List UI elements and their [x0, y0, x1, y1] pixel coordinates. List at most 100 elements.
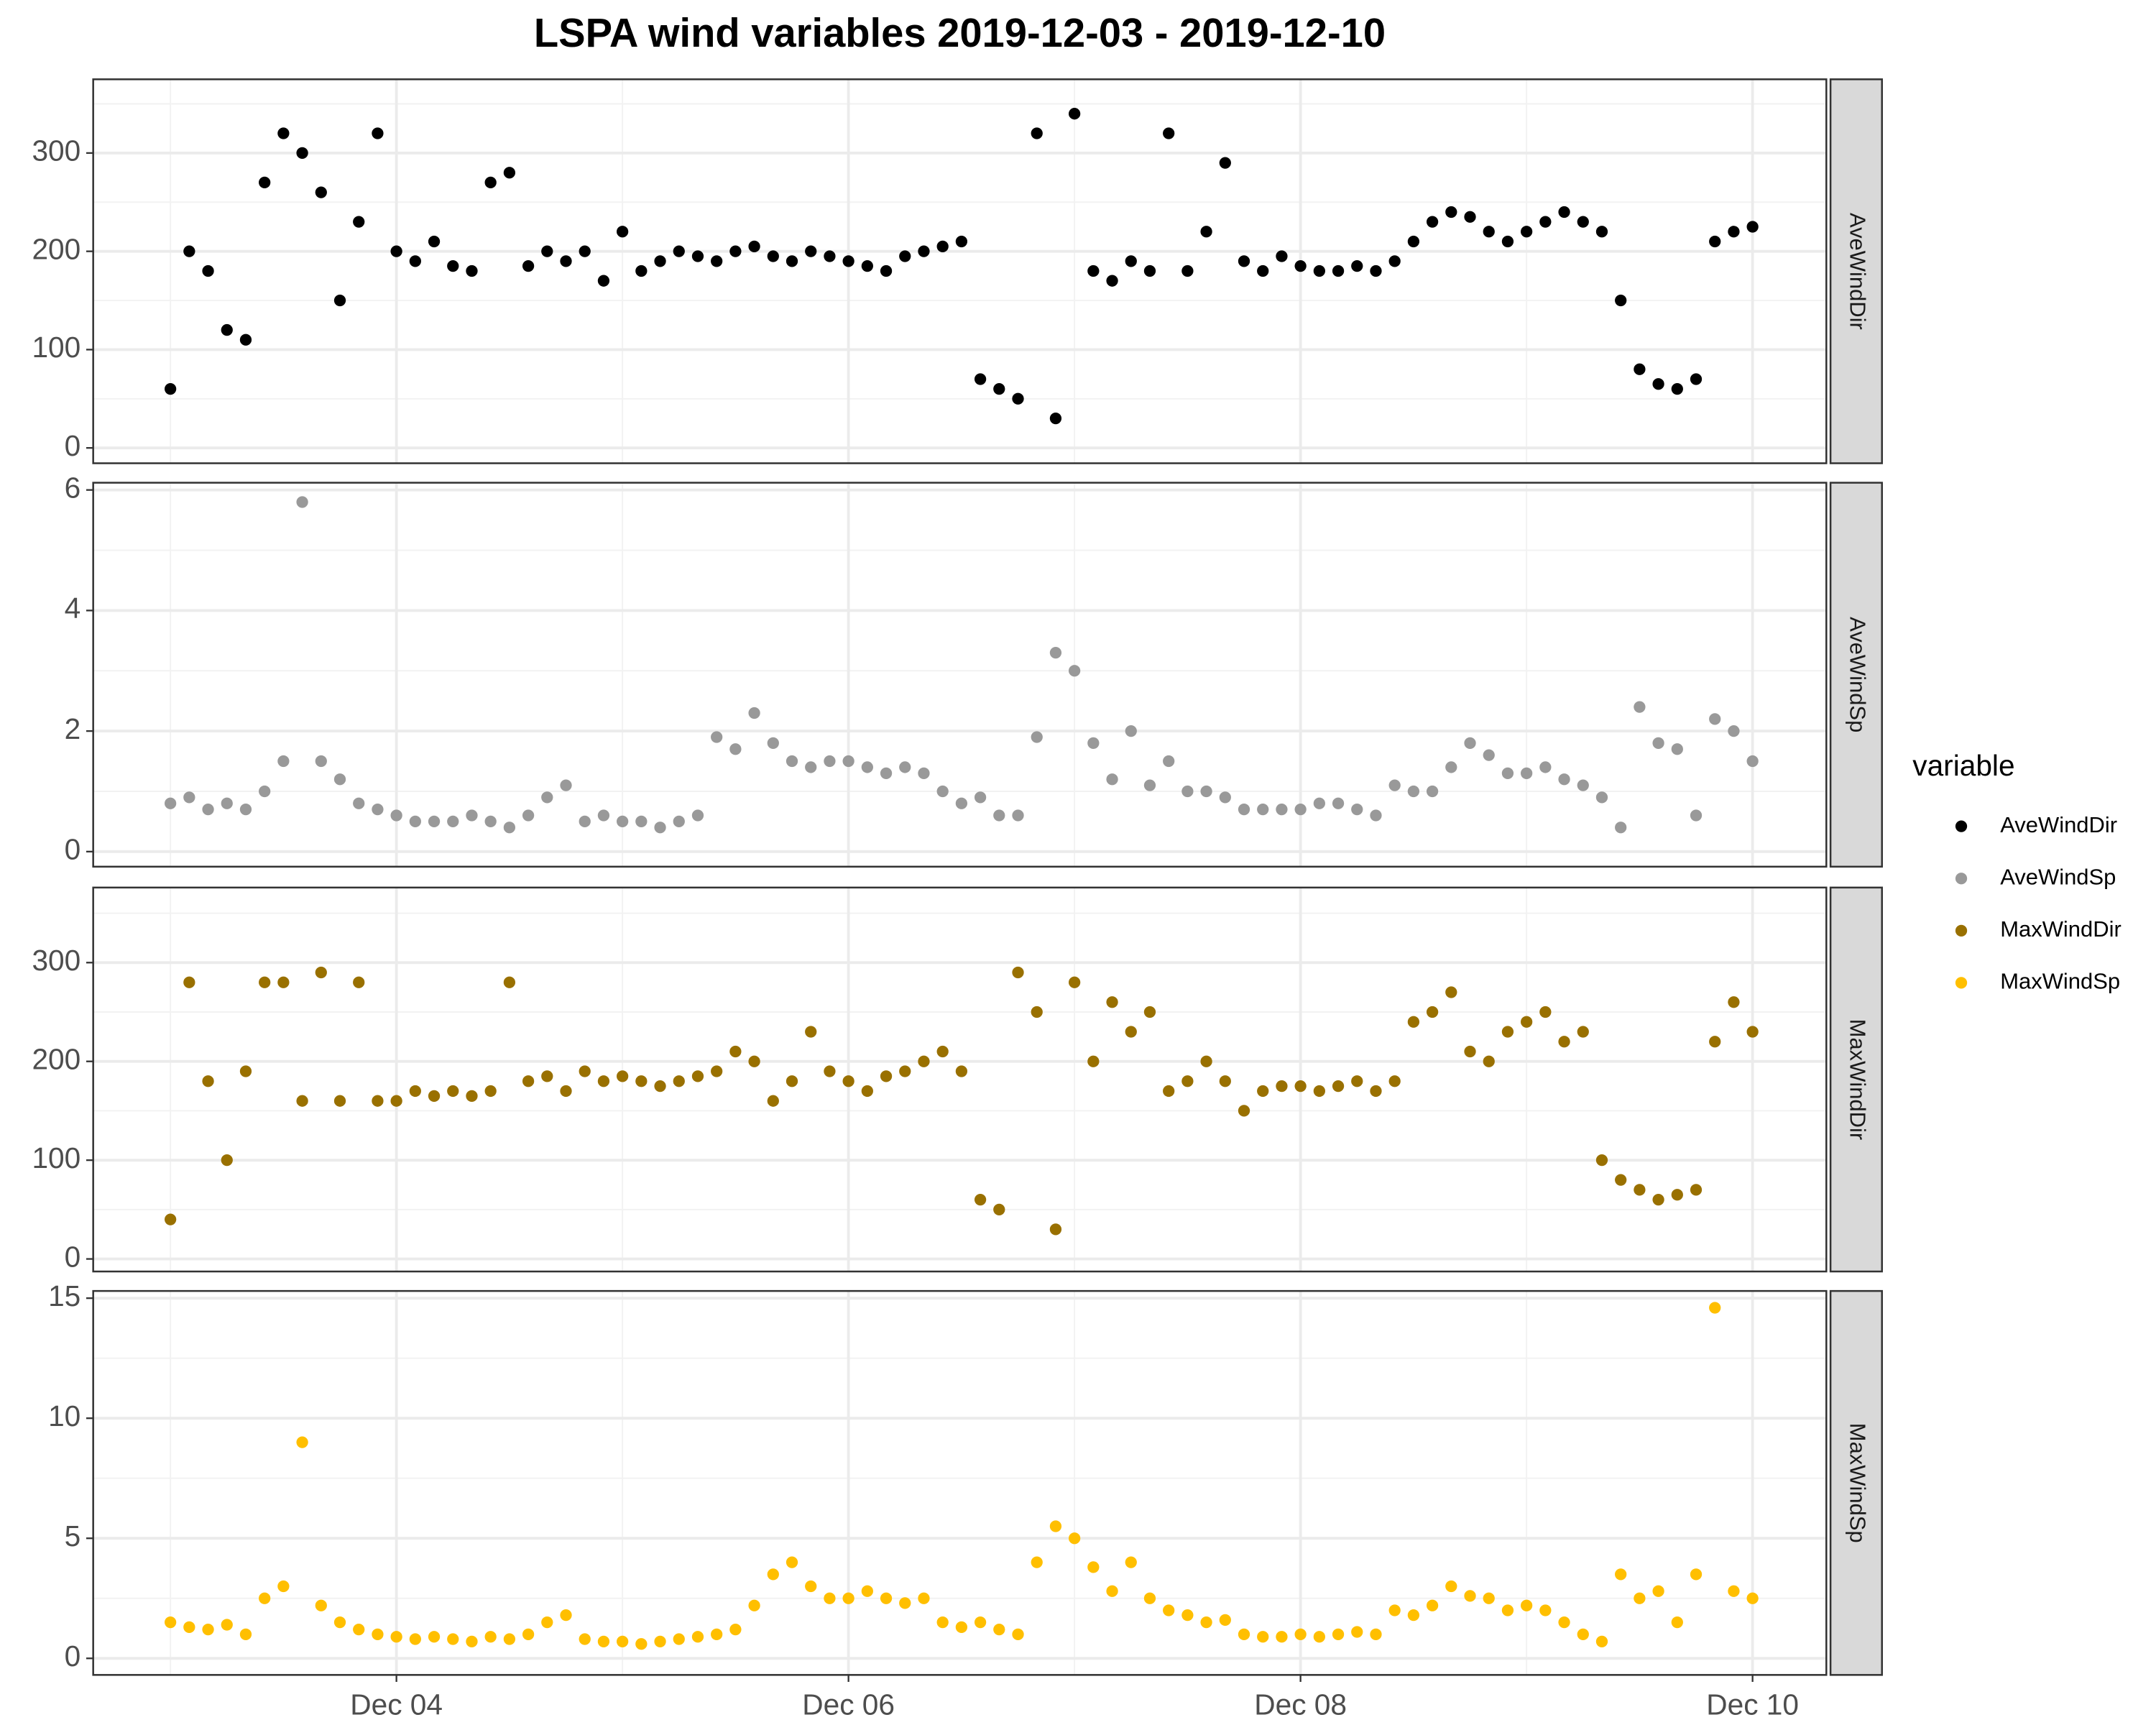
- data-point: [1558, 1616, 1570, 1629]
- data-point: [202, 1075, 214, 1087]
- data-point: [372, 1628, 384, 1640]
- data-point: [654, 822, 666, 834]
- data-point: [1332, 1628, 1345, 1640]
- data-point: [955, 797, 968, 809]
- data-point: [1370, 264, 1382, 277]
- data-point: [315, 755, 327, 768]
- data-point: [880, 1592, 893, 1604]
- data-point: [1595, 1154, 1608, 1167]
- data-point: [861, 260, 873, 272]
- data-point: [1652, 378, 1664, 390]
- data-point: [183, 791, 195, 804]
- data-point: [993, 1624, 1005, 1636]
- data-point: [409, 1085, 421, 1098]
- data-point: [805, 1580, 817, 1593]
- data-point: [315, 186, 327, 198]
- data-point: [390, 1095, 402, 1107]
- data-point: [484, 815, 497, 828]
- y-tick-label: 5: [65, 1519, 81, 1552]
- data-point: [541, 791, 553, 804]
- data-point: [1539, 1006, 1552, 1018]
- data-point: [1426, 785, 1439, 798]
- data-point: [466, 1635, 478, 1648]
- data-point: [239, 804, 252, 816]
- data-point: [353, 976, 365, 988]
- data-point: [1125, 1556, 1137, 1568]
- data-point: [1257, 264, 1269, 277]
- legend-label: MaxWindSp: [2000, 969, 2120, 994]
- data-point: [597, 809, 610, 822]
- data-point: [748, 707, 760, 719]
- data-point: [1238, 1628, 1250, 1640]
- data-point: [202, 804, 214, 816]
- data-point: [522, 1628, 535, 1640]
- data-point: [673, 1633, 685, 1645]
- strip-label: MaxWindSp: [1846, 1423, 1871, 1543]
- data-point: [691, 1070, 704, 1082]
- data-point: [1595, 1635, 1608, 1648]
- data-point: [372, 1095, 384, 1107]
- data-point: [484, 1085, 497, 1098]
- data-point: [1709, 713, 1721, 725]
- data-point: [560, 779, 572, 791]
- data-point: [673, 1075, 685, 1087]
- data-point: [390, 809, 402, 822]
- data-point: [1238, 804, 1250, 816]
- data-point: [1709, 235, 1721, 248]
- data-point: [918, 767, 930, 779]
- data-point: [1087, 737, 1100, 750]
- data-point: [617, 815, 629, 828]
- data-point: [899, 761, 911, 773]
- data-point: [390, 1631, 402, 1643]
- data-point: [1746, 1592, 1759, 1604]
- data-point: [1351, 1626, 1363, 1638]
- data-point: [165, 1616, 177, 1629]
- data-point: [1106, 1585, 1118, 1597]
- data-point: [597, 1075, 610, 1087]
- data-point: [1370, 1628, 1382, 1640]
- data-point: [1313, 1085, 1325, 1098]
- data-point: [259, 176, 271, 189]
- data-point: [691, 250, 704, 262]
- y-tick-label: 0: [65, 429, 81, 462]
- data-point: [1069, 108, 1081, 120]
- data-point: [1388, 1075, 1401, 1087]
- data-point: [353, 1624, 365, 1636]
- data-point: [221, 1154, 233, 1167]
- data-point: [1087, 1561, 1100, 1573]
- y-tick-label: 6: [65, 471, 81, 504]
- data-point: [1294, 260, 1307, 272]
- data-point: [183, 1621, 195, 1633]
- data-point: [333, 294, 346, 307]
- data-point: [1615, 294, 1627, 307]
- data-point: [974, 373, 987, 385]
- data-point: [1219, 791, 1231, 804]
- data-point: [484, 1631, 497, 1643]
- data-point: [353, 797, 365, 809]
- data-point: [221, 797, 233, 809]
- data-point: [1426, 1599, 1439, 1611]
- data-point: [239, 1628, 252, 1640]
- data-point: [786, 1556, 798, 1568]
- data-point: [1652, 737, 1664, 750]
- data-point: [1012, 809, 1024, 822]
- y-tick-label: 4: [65, 592, 81, 625]
- data-point: [428, 1631, 441, 1643]
- data-point: [1690, 1184, 1703, 1196]
- data-point: [1615, 1568, 1627, 1581]
- data-point: [936, 1045, 949, 1058]
- data-point: [1728, 724, 1740, 737]
- data-point: [1388, 779, 1401, 791]
- data-point: [1163, 127, 1175, 139]
- data-point: [974, 791, 987, 804]
- data-point: [1558, 773, 1570, 786]
- data-point: [560, 1609, 572, 1622]
- data-point: [1746, 1026, 1759, 1038]
- data-point: [767, 250, 779, 262]
- data-point: [993, 382, 1005, 395]
- data-point: [1049, 1520, 1062, 1532]
- y-tick-label: 10: [48, 1399, 80, 1432]
- data-point: [1238, 1105, 1250, 1117]
- data-point: [277, 976, 290, 988]
